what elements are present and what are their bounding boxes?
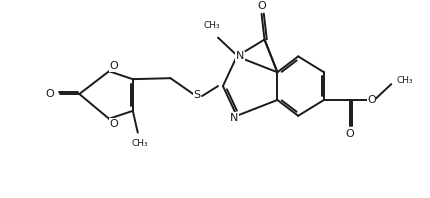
Text: CH₃: CH₃ — [396, 76, 413, 85]
Text: O: O — [257, 1, 266, 11]
Text: O: O — [45, 89, 54, 99]
Text: O: O — [110, 119, 118, 129]
Text: N: N — [230, 113, 238, 123]
Text: O: O — [110, 61, 118, 71]
Text: S: S — [194, 90, 201, 100]
Text: CH₃: CH₃ — [132, 139, 148, 148]
Text: O: O — [345, 129, 354, 139]
Text: O: O — [367, 95, 376, 105]
Text: CH₃: CH₃ — [204, 21, 220, 30]
Text: N: N — [236, 51, 244, 61]
